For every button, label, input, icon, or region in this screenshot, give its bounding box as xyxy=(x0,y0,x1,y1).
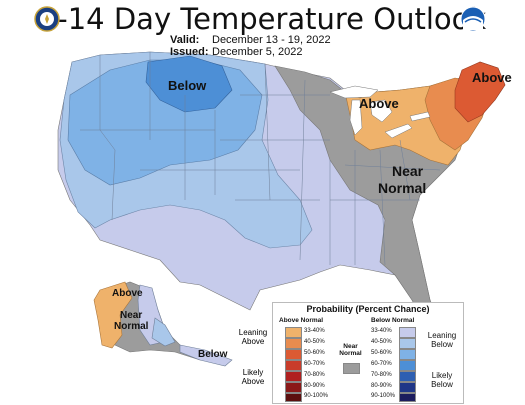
label-alaska-above: Above xyxy=(112,288,143,299)
alaska-below-40 xyxy=(151,317,176,347)
probability-legend: Probability (Percent Chance) Above Norma… xyxy=(272,302,464,404)
legend-leaning-below: Leaning Below xyxy=(427,331,457,349)
lake-erie xyxy=(384,123,413,139)
swatch-below-40 xyxy=(399,338,416,349)
valid-value: December 13 - 19, 2022 xyxy=(212,34,331,46)
range-above-6: 80-90% xyxy=(304,383,325,389)
legend-likely-above: Likely Above xyxy=(241,368,265,386)
label-alaska-below: Below xyxy=(198,349,228,360)
swatch-near-normal xyxy=(343,363,360,374)
swatch-below-60 xyxy=(399,360,416,371)
range-above-5: 70-80% xyxy=(304,372,325,378)
range-below-1: 33-40% xyxy=(371,328,392,334)
label-normal-southeast: Normal xyxy=(378,180,426,196)
range-above-2: 40-50% xyxy=(304,339,325,345)
range-above-3: 50-60% xyxy=(304,350,325,356)
legend-above-header: Above Normal xyxy=(279,317,324,324)
label-alaska-normal: Normal xyxy=(114,321,149,332)
swatch-above-70 xyxy=(285,371,302,382)
legend-below-header: Below Normal xyxy=(371,317,415,324)
range-below-7: 90-100% xyxy=(371,393,396,399)
swatch-above-90 xyxy=(285,393,302,402)
range-below-4: 60-70% xyxy=(371,361,392,367)
legend-leaning-above: Leaning Above xyxy=(238,328,268,346)
issued-date: Issued: December 5, 2022 xyxy=(170,46,303,58)
swatch-below-50 xyxy=(399,349,416,360)
swatch-below-90 xyxy=(399,393,416,402)
page-title: 8-14 Day Temperature Outlook xyxy=(38,2,487,36)
swatch-below-33 xyxy=(399,327,416,338)
label-above-northeast: Above xyxy=(472,70,512,85)
state-boundaries xyxy=(80,52,441,266)
swatch-above-80 xyxy=(285,382,302,393)
swatch-below-70 xyxy=(399,371,416,382)
label-alaska-near: Near xyxy=(120,310,142,321)
lake-superior xyxy=(329,85,379,99)
swatch-below-80 xyxy=(399,382,416,393)
alaska-panhandle xyxy=(179,344,233,367)
swatch-above-33 xyxy=(285,327,302,338)
swatch-above-50 xyxy=(285,349,302,360)
lake-ontario xyxy=(409,111,431,122)
legend-likely-below: Likely Below xyxy=(431,371,453,389)
legend-title: Probability (Percent Chance) xyxy=(306,304,430,314)
range-above-1: 33-40% xyxy=(304,328,325,334)
label-above-great-lakes: Above xyxy=(359,96,399,111)
range-below-6: 80-90% xyxy=(371,383,392,389)
noaa-logo-icon xyxy=(460,6,486,32)
legend-near-normal-label: Near Normal xyxy=(339,343,362,357)
valid-label: Valid: xyxy=(170,34,200,46)
above-50-region xyxy=(454,61,506,123)
range-above-7: 90-100% xyxy=(304,393,329,399)
swatch-above-40 xyxy=(285,338,302,349)
below-60-region xyxy=(145,55,233,113)
label-near-southeast: Near xyxy=(392,163,424,179)
issued-value: December 5, 2022 xyxy=(212,46,303,58)
doc-seal-icon xyxy=(34,6,60,32)
range-below-3: 50-60% xyxy=(371,350,392,356)
range-above-4: 60-70% xyxy=(304,361,325,367)
lake-huron xyxy=(369,99,393,123)
issued-label: Issued: xyxy=(170,46,209,58)
label-below-west: Below xyxy=(168,78,207,93)
range-below-2: 40-50% xyxy=(371,339,392,345)
swatch-above-60 xyxy=(285,360,302,371)
lake-michigan xyxy=(349,99,363,136)
alaska-above xyxy=(93,281,133,349)
valid-dates: Valid: December 13 - 19, 2022 xyxy=(170,34,331,46)
range-below-5: 70-80% xyxy=(371,372,392,378)
